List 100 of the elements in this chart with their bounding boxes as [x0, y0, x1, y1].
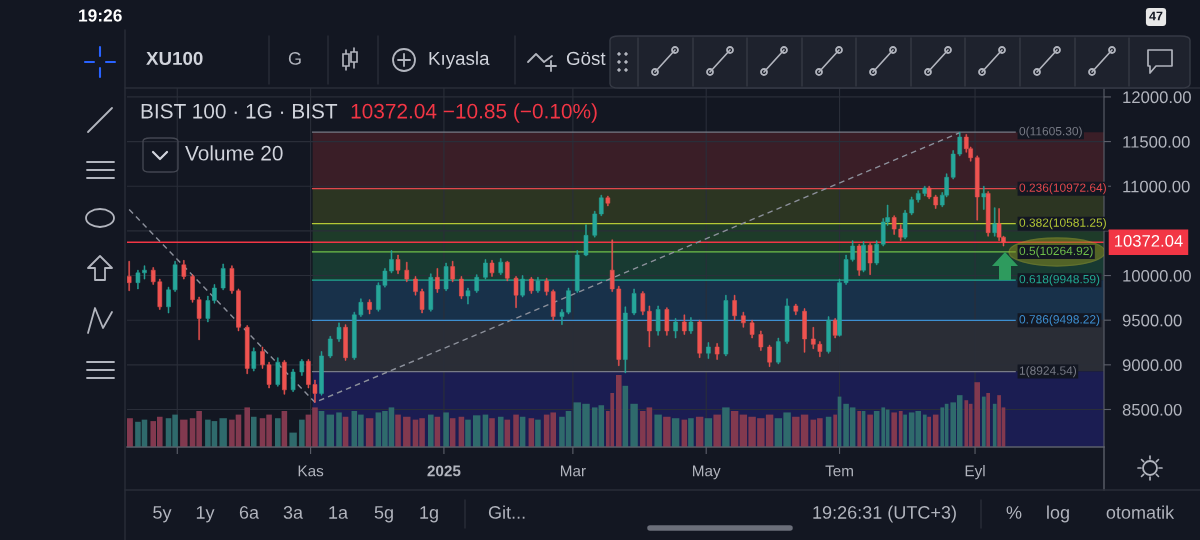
text: Git...: [488, 505, 525, 519]
candlestick: [706, 342, 711, 359]
text: 19:26:31 (UTC+3): [813, 505, 956, 523]
bar: [472, 415, 481, 447]
bar: [326, 414, 334, 447]
bar: [336, 412, 342, 447]
bar: [395, 414, 401, 447]
candlestick: [985, 191, 991, 237]
candlestick: [688, 317, 694, 334]
bar: [833, 414, 838, 447]
candlestick: [544, 277, 549, 296]
bar: [513, 414, 519, 447]
bar: [986, 393, 991, 447]
bar: [713, 414, 721, 447]
text: XU100: [146, 51, 203, 66]
y-tick-label: 10000.00: [1123, 269, 1191, 282]
candlestick: [861, 241, 866, 273]
ref-line-label: 1(8924.54): [1019, 366, 1077, 378]
bar: [695, 416, 704, 447]
candlestick: [367, 299, 372, 315]
x-tick-label: Mar: [560, 465, 586, 477]
candlestick: [605, 195, 611, 207]
text: otomatik: [1106, 505, 1175, 519]
bar: [497, 416, 504, 447]
candlestick: [196, 296, 202, 341]
candlestick: [592, 210, 597, 238]
candlestick: [832, 318, 838, 339]
bar: [443, 412, 449, 447]
candlestick: [498, 258, 503, 275]
candlestick: [697, 319, 702, 358]
candlestick: [127, 260, 132, 291]
candlestick: [767, 344, 772, 367]
candlestick: [758, 330, 764, 351]
candlestick: [682, 314, 687, 335]
candlestick: [981, 185, 987, 210]
text: 6a: [239, 506, 260, 519]
bar: [289, 432, 297, 447]
text: Göst: [566, 51, 606, 66]
text: Kıyasla: [429, 51, 490, 69]
bar: [898, 411, 903, 447]
candlestick: [244, 325, 250, 375]
candlestick: [299, 359, 305, 376]
bar: [610, 393, 615, 447]
bar: [992, 403, 997, 447]
bar: [881, 407, 886, 447]
candlestick: [465, 287, 471, 305]
text: 5g: [374, 506, 393, 523]
candlestick: [319, 351, 324, 396]
ref-line-label: 0(11605.30): [1019, 126, 1082, 138]
candlestick: [205, 295, 211, 323]
candlestick: [802, 308, 807, 353]
candlestick: [489, 260, 495, 277]
text: 1g: [420, 506, 438, 523]
candlestick: [793, 303, 799, 316]
bar: [981, 396, 986, 447]
bar: [722, 407, 730, 447]
candlestick: [529, 277, 534, 294]
candlestick: [583, 224, 589, 257]
bar: [365, 418, 374, 447]
bar: [891, 412, 897, 447]
bar: [219, 418, 227, 447]
candlestick: [251, 347, 257, 372]
bar: [940, 407, 945, 447]
bar: [654, 414, 662, 447]
bar: [615, 375, 622, 447]
bar: [250, 416, 257, 447]
candlestick: [336, 322, 342, 342]
candlestick: [874, 240, 879, 266]
y-tick-label: 12000.00: [1123, 91, 1191, 104]
candlestick: [856, 244, 862, 276]
candlestick: [647, 305, 652, 348]
candlestick: [673, 318, 678, 339]
candlestick: [328, 335, 333, 358]
candlestick: [220, 263, 226, 291]
bar: [180, 419, 188, 447]
candlestick: [623, 306, 628, 374]
x-tick-label: May: [693, 465, 721, 480]
bar: [275, 418, 281, 447]
x-tick-label: Tem: [825, 465, 853, 477]
chart-title: Volume 20: [185, 145, 283, 161]
text: 1a: [329, 506, 349, 519]
bar: [299, 419, 305, 447]
ref-line-label: 0.236(10972.64): [1019, 183, 1106, 195]
x-tick-label: Kas: [298, 465, 324, 477]
candlestick: [505, 260, 510, 282]
ref-line-label: 0.5(10264.92): [1019, 246, 1093, 258]
candlestick: [664, 307, 670, 336]
bar: [465, 419, 471, 447]
text: 5y: [153, 506, 172, 523]
x-tick-label: Eyl: [965, 465, 985, 480]
candlestick: [714, 343, 720, 360]
bar: [704, 418, 713, 447]
x-tick-label: 2025: [427, 465, 461, 477]
candlestick: [450, 260, 455, 283]
candlestick: [723, 294, 729, 357]
candlestick: [992, 207, 997, 237]
bar: [127, 418, 133, 447]
candlestick: [275, 357, 281, 387]
candlestick: [631, 288, 637, 316]
candlestick: [513, 276, 519, 308]
